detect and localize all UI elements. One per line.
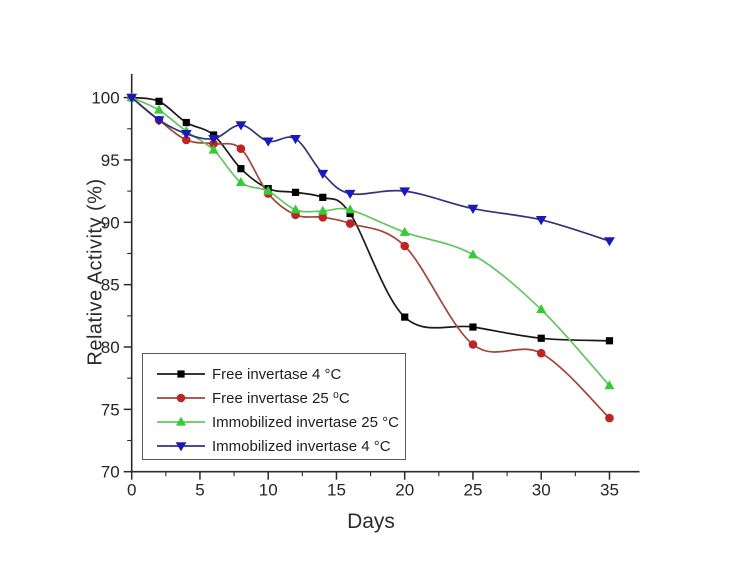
- series-marker-0: [401, 313, 409, 321]
- y-tick-label: 70: [101, 463, 120, 482]
- x-tick-label: 20: [395, 481, 414, 500]
- series-marker-3: [535, 216, 547, 226]
- x-axis-title: Days: [347, 510, 395, 533]
- series-marker-2: [399, 226, 410, 236]
- series-marker-3: [180, 129, 192, 140]
- series-marker-2: [208, 144, 219, 154]
- series-marker-0: [237, 165, 245, 173]
- series-marker-3: [153, 116, 165, 126]
- series-marker-3: [317, 169, 329, 180]
- legend-label: Free invertase 25 ⁰C: [212, 390, 350, 407]
- series-marker-3: [235, 121, 247, 131]
- series-marker-0: [537, 334, 545, 342]
- series-marker-2: [290, 204, 301, 214]
- y-tick-label: 95: [101, 151, 120, 170]
- series-marker-1: [400, 241, 410, 251]
- legend-item-2: Immobilized invertase 25 °C: [155, 410, 405, 434]
- x-tick-label: 5: [195, 481, 204, 500]
- series-marker-3: [262, 137, 274, 147]
- legend: Free invertase 4 °C Free invertase 25 ⁰C I…: [142, 353, 406, 460]
- x-tick-label: 30: [532, 481, 551, 500]
- series-marker-2: [604, 380, 615, 390]
- y-tick-label: 80: [101, 338, 120, 357]
- legend-marker-icon: [176, 416, 186, 426]
- x-tick-label: 0: [127, 481, 136, 500]
- x-tick-label: 15: [327, 481, 346, 500]
- legend-item-3: Immobilized invertase 4 °C: [155, 434, 405, 458]
- legend-swatch-icon: [157, 370, 205, 378]
- series-marker-3: [290, 134, 301, 145]
- legend-label: Immobilized invertase 25 °C: [212, 413, 399, 431]
- y-tick-label: 85: [101, 276, 120, 295]
- legend-label: Free invertase 4 °C: [212, 365, 342, 383]
- x-tick-label: 25: [464, 481, 483, 500]
- series-marker-1: [318, 213, 328, 222]
- series-marker-3: [208, 134, 220, 145]
- series-marker-3: [604, 237, 615, 247]
- series-marker-3: [344, 189, 356, 200]
- series-marker-2: [345, 204, 356, 214]
- series-marker-0: [346, 209, 354, 218]
- legend-item-0: Free invertase 4 °C: [155, 362, 405, 386]
- series-marker-1: [536, 348, 546, 358]
- legend-swatch-icon: [157, 393, 205, 403]
- series-marker-2: [235, 176, 246, 186]
- series-line-2: [131, 96, 611, 387]
- y-axis-title: Relative Activity (%): [84, 178, 107, 366]
- x-tick-label: 35: [600, 481, 619, 500]
- legend-label: Immobilized invertase 4 °C: [212, 437, 391, 455]
- series-marker-0: [605, 337, 614, 345]
- legend-item-1: Free invertase 25 ⁰C: [155, 386, 405, 410]
- series-marker-3: [126, 93, 138, 103]
- series-marker-3: [399, 187, 411, 197]
- y-tick-label: 90: [101, 213, 120, 232]
- legend-marker-icon: [175, 442, 187, 452]
- legend-swatch-icon: [157, 416, 205, 426]
- series-marker-1: [182, 135, 191, 145]
- legend-swatch-icon: [157, 442, 205, 452]
- series-marker-0: [469, 323, 477, 331]
- series-marker-0: [155, 97, 163, 105]
- series-marker-1: [468, 340, 478, 349]
- series-marker-1: [605, 413, 614, 423]
- series-marker-2: [154, 104, 165, 114]
- series-marker-1: [345, 219, 355, 228]
- series-marker-2: [263, 185, 274, 195]
- y-tick-label: 75: [101, 400, 120, 419]
- legend-marker-icon: [176, 393, 186, 403]
- x-tick-label: 10: [259, 481, 278, 500]
- series-marker-0: [182, 118, 190, 127]
- series-marker-2: [467, 249, 478, 259]
- series-marker-1: [236, 144, 246, 154]
- y-tick-label: 100: [91, 89, 119, 108]
- series-marker-2: [536, 304, 547, 314]
- legend-marker-icon: [177, 370, 185, 378]
- series-marker-2: [317, 205, 328, 215]
- series-marker-3: [467, 204, 479, 214]
- series-line-3: [131, 96, 610, 242]
- series-marker-0: [319, 193, 327, 201]
- series-marker-0: [291, 188, 300, 196]
